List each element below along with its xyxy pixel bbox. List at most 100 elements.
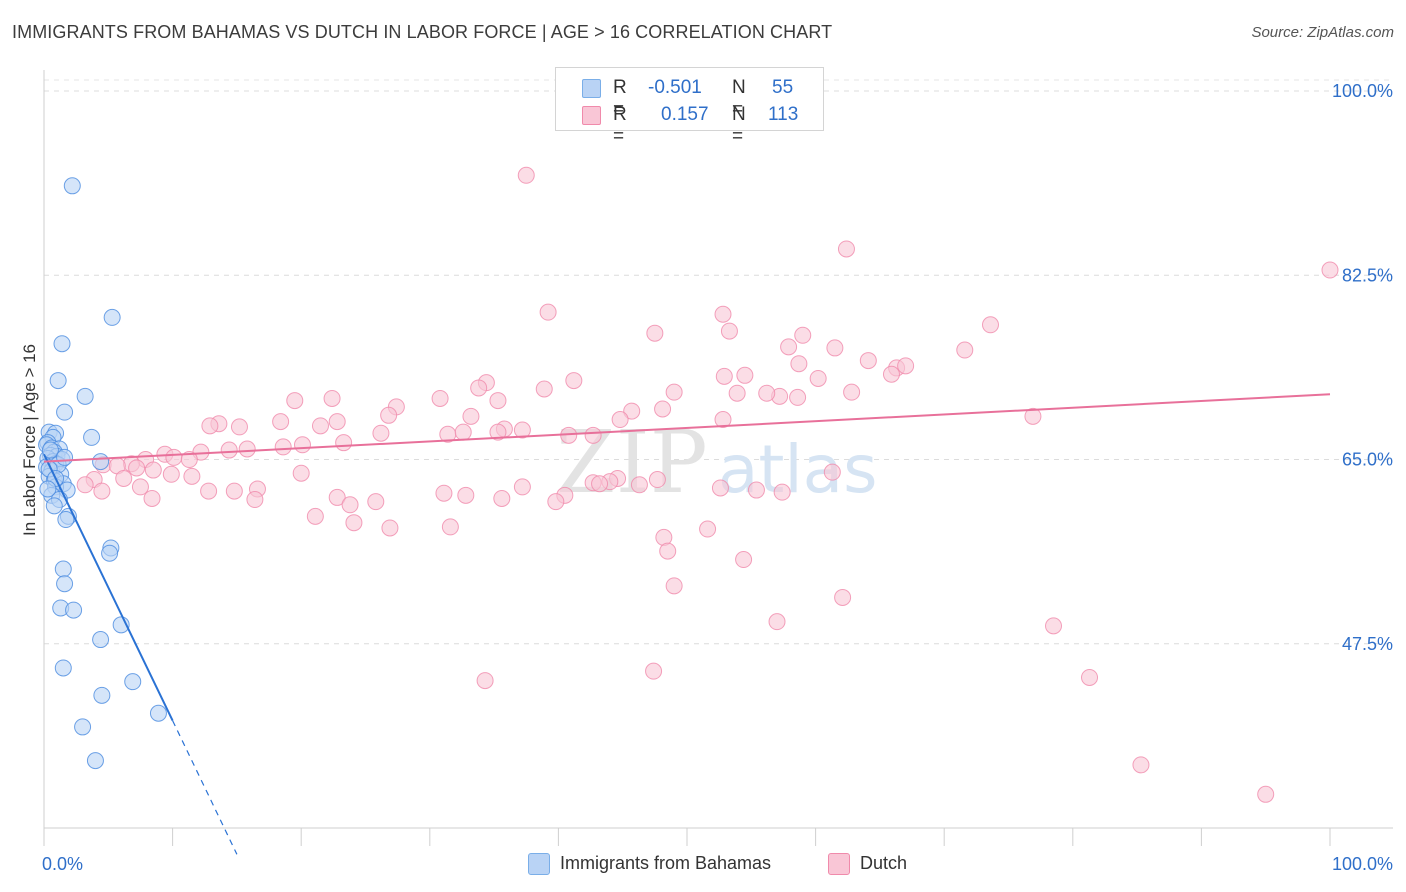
point-dutch	[736, 366, 754, 384]
point-dutch	[665, 577, 683, 595]
point-dutch	[1045, 617, 1063, 635]
point-dutch	[200, 482, 218, 500]
point-bahamas	[124, 673, 142, 691]
trend-line-bahamas	[43, 453, 174, 722]
point-dutch	[246, 491, 264, 509]
point-dutch	[843, 383, 861, 401]
legend-n-value: 55	[772, 77, 794, 98]
point-dutch	[665, 383, 683, 401]
point-dutch	[630, 476, 648, 494]
point-dutch	[513, 478, 531, 496]
point-dutch	[735, 551, 753, 569]
point-dutch	[659, 542, 677, 560]
point-dutch	[1024, 407, 1042, 425]
point-bahamas	[83, 428, 101, 446]
y-tick-labels: 100.0% 82.5% 65.0% 47.5%	[1332, 81, 1393, 654]
point-bahamas	[49, 372, 67, 390]
point-dutch	[311, 417, 329, 435]
point-dutch	[584, 426, 602, 444]
point-bahamas	[63, 177, 81, 195]
y-axis-label-wrap: In Labor Force | Age > 16	[18, 300, 42, 580]
point-bahamas	[56, 403, 74, 421]
legend-swatch-bahamas	[582, 79, 601, 98]
point-dutch	[535, 380, 553, 398]
point-dutch	[591, 475, 609, 493]
bottom-legend-label-bahamas: Immigrants from Bahamas	[560, 853, 772, 873]
point-dutch	[648, 471, 666, 489]
point-dutch	[758, 384, 776, 402]
point-dutch	[823, 463, 841, 481]
point-dutch	[293, 436, 311, 454]
legend-r-label: R =	[613, 77, 627, 120]
bottom-legend-swatch-dutch	[828, 853, 850, 875]
y-tick-label: 65.0%	[1342, 450, 1393, 470]
point-dutch	[859, 352, 877, 370]
point-dutch	[1132, 756, 1150, 774]
point-bahamas	[86, 752, 104, 770]
point-dutch	[794, 326, 812, 344]
point-dutch	[328, 413, 346, 431]
point-dutch	[341, 496, 359, 514]
point-dutch	[476, 672, 494, 690]
legend-n-label: N =	[732, 104, 746, 147]
point-dutch	[654, 400, 672, 418]
point-bahamas	[92, 453, 110, 471]
point-dutch	[956, 341, 974, 359]
point-dutch	[372, 424, 390, 442]
x-tick-label-left: 0.0%	[42, 854, 83, 874]
point-dutch	[272, 413, 290, 431]
point-dutch	[489, 423, 507, 441]
point-dutch	[1321, 261, 1339, 279]
point-bahamas	[65, 601, 83, 619]
point-dutch	[335, 434, 353, 452]
point-dutch	[144, 461, 162, 479]
point-dutch	[882, 365, 900, 383]
point-bahamas	[92, 631, 110, 649]
point-dutch	[826, 339, 844, 357]
point-dutch	[143, 489, 161, 507]
point-dutch	[381, 519, 399, 537]
point-dutch	[93, 482, 111, 500]
grid-lines	[44, 79, 1393, 645]
point-dutch	[76, 476, 94, 494]
y-tick-label: 100.0%	[1332, 81, 1393, 101]
x-tick-label-right: 100.0%	[1332, 854, 1393, 874]
point-dutch	[323, 389, 341, 407]
point-bahamas	[76, 387, 94, 405]
y-tick-label: 47.5%	[1342, 634, 1393, 654]
point-dutch	[367, 493, 385, 511]
legend-n-value: 113	[768, 104, 799, 125]
point-dutch	[714, 305, 732, 323]
point-dutch	[1081, 668, 1099, 686]
point-dutch	[292, 464, 310, 482]
y-axis-label: In Labor Force | Age > 16	[20, 343, 39, 537]
legend-n-label: N =	[732, 77, 746, 120]
point-dutch	[274, 438, 292, 456]
trend-line-bahamas-extension	[172, 720, 238, 855]
point-dutch	[328, 488, 346, 506]
point-bahamas	[149, 704, 167, 722]
trend-line-dutch	[43, 393, 1331, 463]
point-dutch	[131, 478, 149, 496]
point-dutch	[837, 240, 855, 258]
point-dutch	[565, 372, 583, 390]
point-bahamas	[101, 544, 119, 562]
point-dutch	[539, 303, 557, 321]
legend-r-label: R =	[613, 104, 627, 147]
point-dutch	[773, 483, 791, 501]
point-bahamas	[74, 718, 92, 736]
point-bahamas	[39, 480, 57, 498]
point-dutch	[768, 613, 786, 631]
point-dutch	[380, 406, 398, 424]
point-dutch	[645, 662, 663, 680]
point-dutch	[230, 418, 248, 436]
point-dutch	[165, 448, 183, 466]
point-bahamas	[57, 511, 75, 529]
point-dutch	[517, 166, 535, 184]
point-dutch	[834, 588, 852, 606]
point-dutch	[454, 423, 472, 441]
point-bahamas	[41, 441, 59, 459]
legend-swatch-dutch	[582, 106, 601, 125]
point-dutch	[646, 324, 664, 342]
point-dutch	[611, 411, 629, 429]
